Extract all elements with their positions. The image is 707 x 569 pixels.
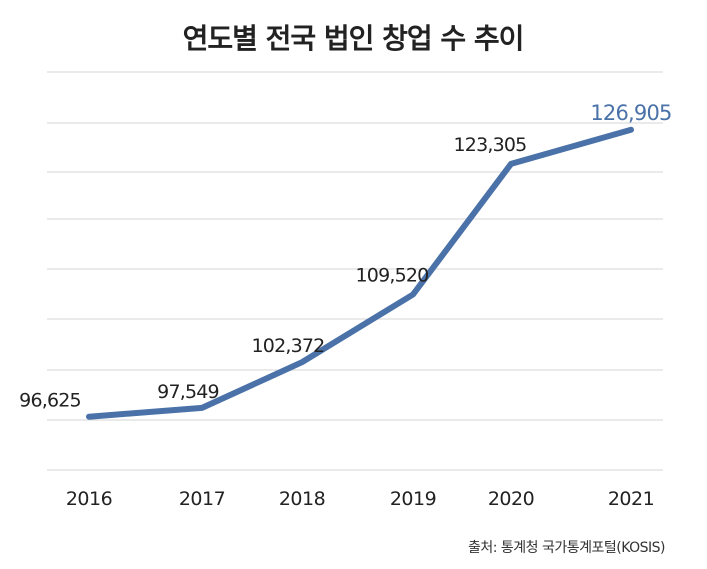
- x-tick-label-2017: 2017: [179, 488, 225, 510]
- data-labels: 96,625 97,549 102,372 109,520 123,305 126,905: [19, 101, 672, 412]
- source-note: 출처: 통계청 국가통계포털(KOSIS): [468, 540, 665, 556]
- x-axis-ticks: 2016 2017 2018 2019 2020 2021: [66, 488, 655, 510]
- data-label-2018: 102,372: [252, 335, 325, 357]
- data-label-2019: 109,520: [356, 265, 429, 287]
- data-label-2021: 126,905: [590, 101, 671, 125]
- data-label-2020: 123,305: [454, 134, 527, 156]
- x-tick-label-2016: 2016: [66, 488, 112, 510]
- gridlines: [47, 71, 663, 471]
- series-line: [86, 126, 634, 420]
- data-label-2017: 97,549: [157, 381, 219, 403]
- x-tick-label-2018: 2018: [279, 488, 325, 510]
- x-tick-label-2019: 2019: [390, 488, 436, 510]
- data-label-2016: 96,625: [19, 390, 81, 412]
- x-tick-label-2021: 2021: [608, 488, 654, 510]
- chart-title: 연도별 전국 법인 창업 수 추이: [183, 22, 524, 55]
- x-tick-label-2020: 2020: [488, 488, 534, 510]
